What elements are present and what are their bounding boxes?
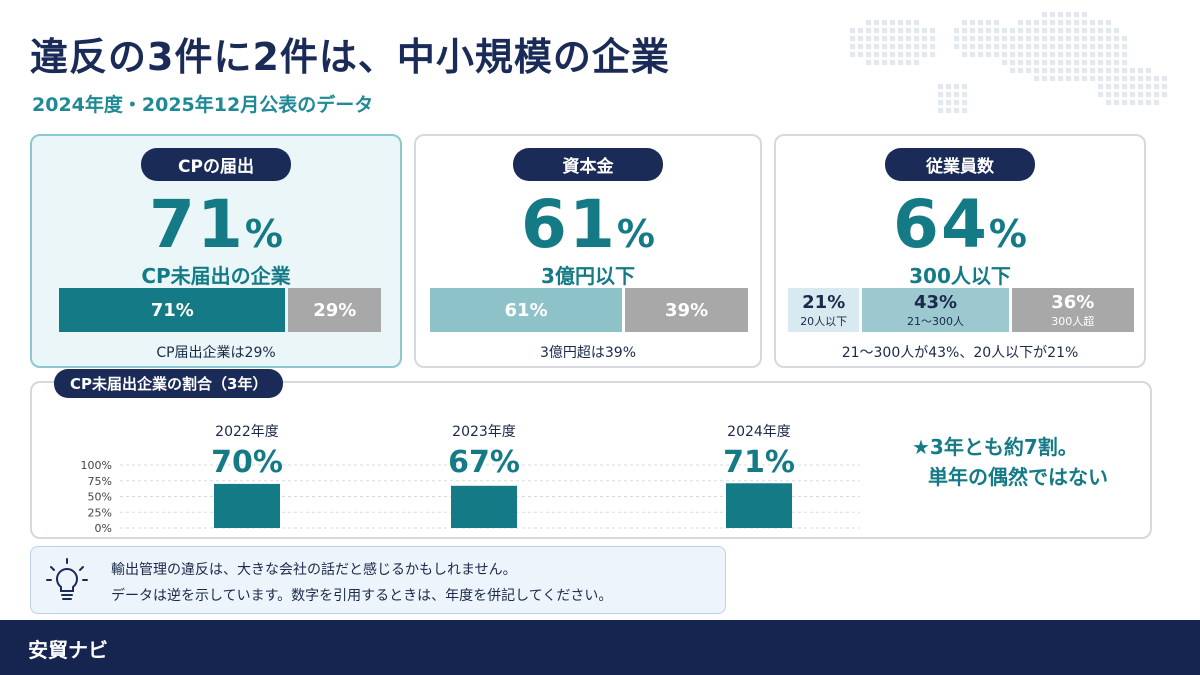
trend-label: CP未届出企業の割合（3年）: [54, 369, 284, 398]
card-label: 資本金: [513, 148, 663, 181]
trend-callout: ★3年とも約7割。 単年の偶然ではない: [912, 432, 1108, 492]
segment-value: 29%: [313, 299, 357, 321]
bar-segment: 36% 300人超: [1011, 288, 1134, 332]
segment-value: 43%: [913, 291, 958, 313]
bar-segment: 29%: [288, 288, 381, 332]
card-big-stat: 71%: [32, 186, 400, 263]
bar-segment: 39%: [625, 288, 748, 332]
segment-value: 21%: [802, 291, 846, 313]
card-label: CPの届出: [141, 148, 291, 181]
tip-box: 輸出管理の違反は、大きな会社の話だと感じるかもしれません。 データは逆を示してい…: [30, 546, 726, 614]
page-title: 違反の3件に2件は、中小規模の企業: [30, 35, 670, 79]
tip-line-2: データは逆を示しています。数字を引用するときは、年度を併記してください。: [111, 588, 613, 604]
brand-name: 安貿ナビ: [28, 638, 108, 662]
bar-segment: 61%: [430, 288, 623, 332]
segment-label: 300人超: [1051, 314, 1095, 328]
bar-segment: 43% 21〜300人: [862, 288, 1009, 332]
segment-label: 20人以下: [800, 314, 848, 328]
card-caption: CP未届出の企業: [141, 264, 291, 288]
page-subtitle: 2024年度・2025年12月公表のデータ: [32, 94, 374, 116]
segment-value: 39%: [665, 299, 709, 321]
footer-bar: 安貿ナビ: [0, 620, 1200, 675]
employees-card: 従業員数 64% 300人以下 21% 20人以下 43% 21〜300人 36% 300…: [774, 134, 1146, 368]
card-label: 従業員数: [885, 148, 1035, 181]
trend-panel: CP未届出企業の割合（3年）: [30, 369, 1152, 539]
stacked-bar: 61% 39%: [430, 288, 748, 332]
capital-card: 資本金 61% 3億円以下 61% 39% 3億円超は39%: [414, 134, 762, 368]
segment-value: 36%: [1051, 291, 1095, 313]
card-big-number: 61: [521, 186, 617, 263]
segment-value: 61%: [504, 299, 548, 321]
callout-line-1: ★3年とも約7割。: [912, 435, 1078, 459]
card-big-unit: %: [988, 212, 1027, 256]
bar-segment: 71%: [59, 288, 286, 332]
card-big-unit: %: [616, 212, 655, 256]
lightbulb-icon: [46, 558, 88, 600]
card-big-unit: %: [244, 212, 283, 256]
segment-label: 21〜300人: [906, 314, 964, 328]
card-note: 3億円超は39%: [539, 345, 637, 361]
callout-line-2: 単年の偶然ではない: [928, 465, 1108, 489]
segment-value: 71%: [150, 299, 194, 321]
card-big-stat: 64%: [776, 186, 1144, 263]
card-big-stat: 61%: [416, 186, 760, 263]
stacked-bar: 71% 29%: [59, 288, 381, 332]
tip-line-1: 輸出管理の違反は、大きな会社の話だと感じるかもしれません。: [111, 562, 517, 578]
card-note: 21〜300人が43%、20人以下が21%: [841, 345, 1079, 361]
card-caption: 300人以下: [909, 264, 1011, 288]
card-caption: 3億円以下: [541, 264, 635, 288]
cp-filing-card: CPの届出 71% CP未届出の企業 71% 29% CP届出企業は29%: [30, 134, 402, 368]
bar-segment: 21% 20人以下: [788, 288, 860, 332]
world-map-icon: [850, 12, 1167, 113]
card-big-number: 71: [149, 186, 245, 263]
stacked-bar: 21% 20人以下 43% 21〜300人 36% 300人超: [788, 288, 1134, 332]
card-big-number: 64: [893, 186, 989, 263]
card-note: CP届出企業は29%: [156, 345, 276, 361]
